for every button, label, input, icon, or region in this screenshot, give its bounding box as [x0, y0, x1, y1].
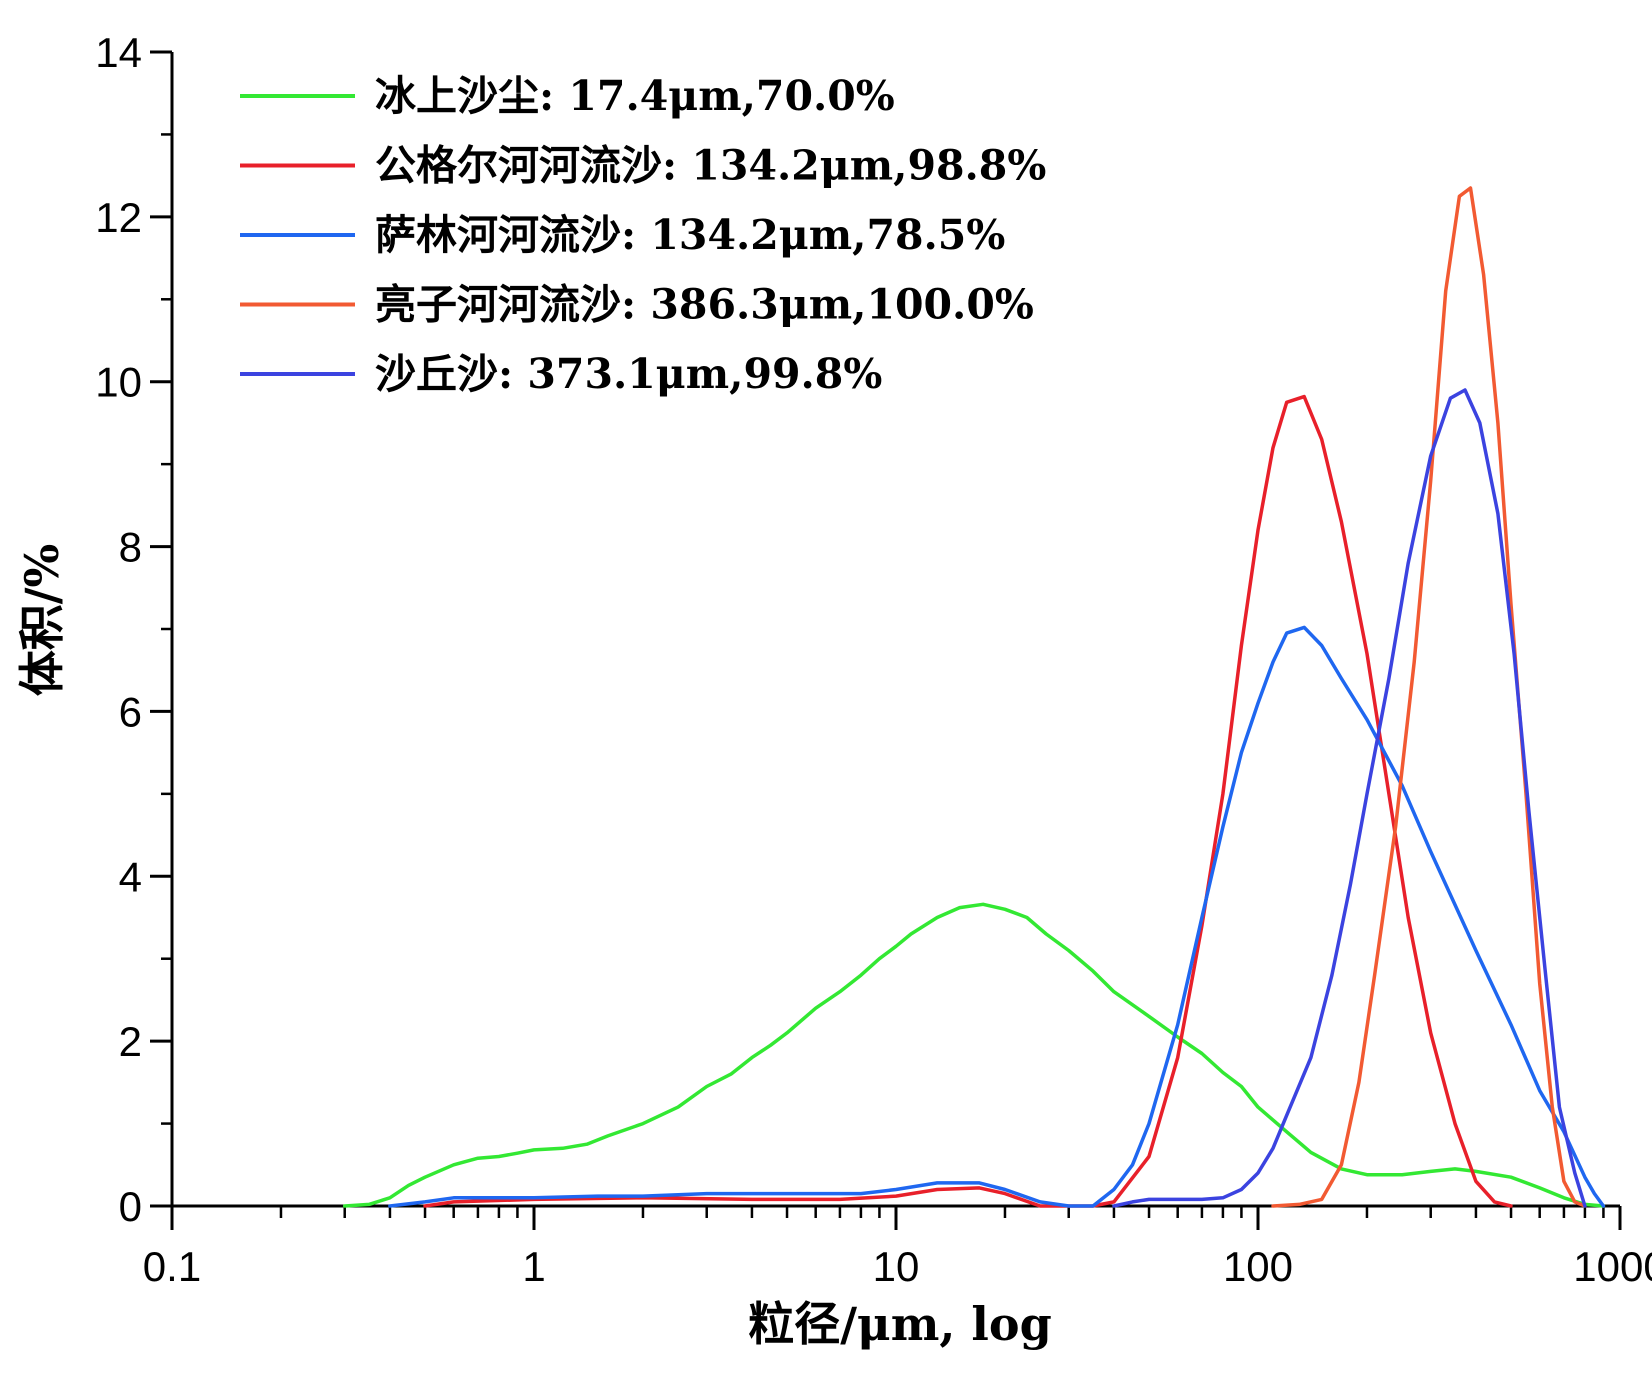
series-line-2	[388, 625, 1606, 1208]
legend: 冰上沙尘: 17.4μm,70.0% 公格尔河河流沙: 134.2μm,98.8%…	[240, 72, 1046, 398]
y-tick-label: 14	[95, 29, 142, 76]
legend-label-0: 冰上沙尘: 17.4μm,70.0%	[375, 72, 895, 120]
y-tick-label: 10	[95, 359, 142, 406]
y-tick-label: 8	[119, 524, 142, 571]
series-line-0	[342, 902, 1606, 1208]
y-tick-label: 6	[119, 688, 142, 735]
x-tick-label: 10	[873, 1243, 920, 1290]
legend-label-1: 公格尔河河流沙: 134.2μm,98.8%	[375, 142, 1046, 190]
x-axis-title: 粒径/μm, log	[748, 1297, 1052, 1351]
x-tick-label: 1000	[1573, 1243, 1652, 1290]
legend-label-4: 沙丘沙: 373.1μm,99.8%	[375, 350, 882, 398]
y-tick-label: 4	[119, 853, 142, 900]
x-tick-label: 1	[522, 1243, 545, 1290]
y-tick-label: 2	[119, 1018, 142, 1065]
x-tick-label: 0.1	[143, 1243, 201, 1290]
y-tick-label: 0	[119, 1183, 142, 1230]
legend-label-3: 亮子河河流沙: 386.3μm,100.0%	[375, 281, 1034, 329]
series-line-4	[1112, 388, 1587, 1208]
y-axis-title: 体积/%	[15, 544, 69, 697]
series-line-1	[423, 394, 1513, 1208]
legend-label-2: 萨林河河流沙: 134.2μm,78.5%	[375, 211, 1005, 259]
series-line-3	[1271, 186, 1587, 1208]
axes: 0 2 4 6 8 10 12 14 0.1 1 10 100 1000	[95, 29, 1652, 1290]
y-tick-label: 12	[95, 194, 142, 241]
plot-lines	[342, 186, 1606, 1208]
x-tick-label: 100	[1223, 1243, 1293, 1290]
